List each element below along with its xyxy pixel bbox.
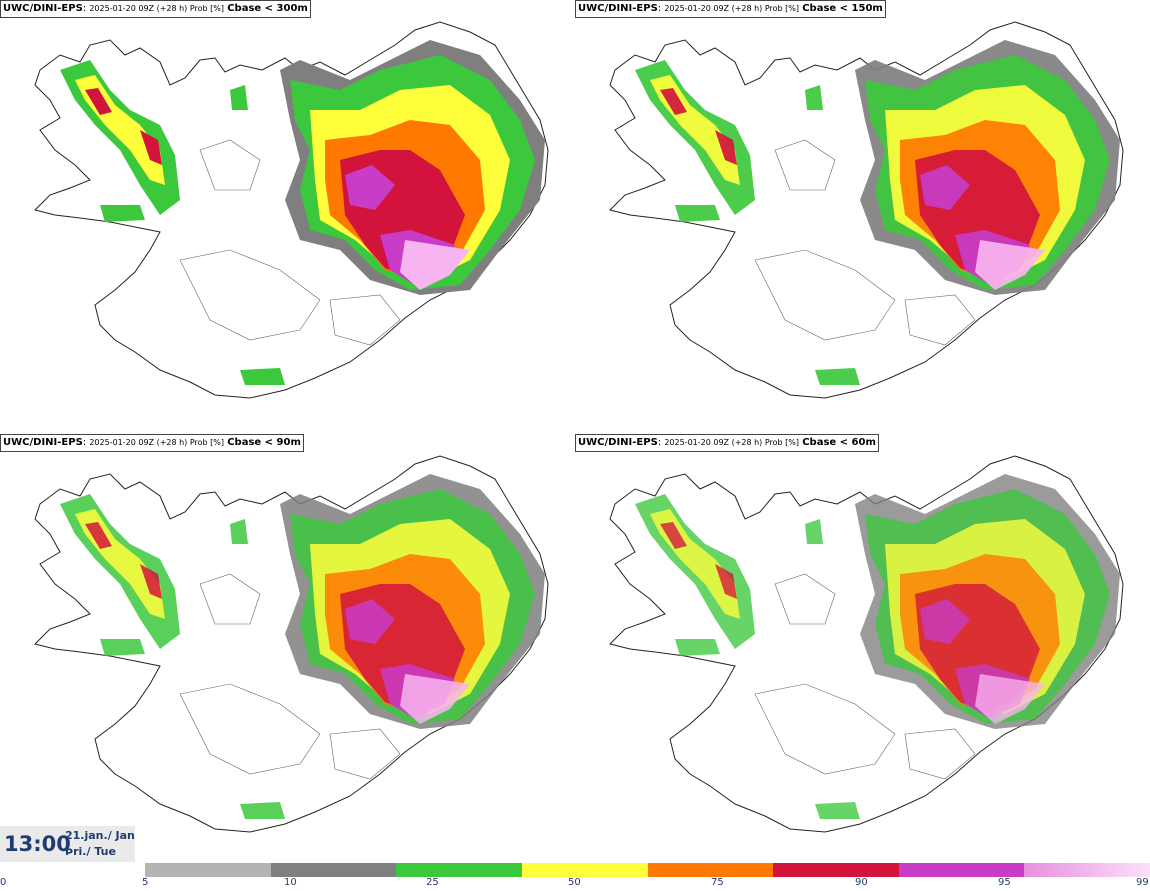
terrain-contour — [904, 728, 976, 780]
map-panel-300m: UWC/DINI-EPS: 2025-01-20 09Z (+28 h) Pro… — [0, 0, 570, 430]
terrain-contour — [329, 294, 401, 346]
terrain-contour — [754, 683, 896, 775]
terrain-contour — [754, 249, 896, 341]
panel-title: UWC/DINI-EPS: 2025-01-20 09Z (+28 h) Pro… — [575, 0, 886, 18]
variable-name: Cbase < 150m — [802, 3, 883, 14]
colorbar-segment — [521, 863, 648, 877]
colorbar-tick-label: 90 — [855, 877, 868, 888]
probability-area — [85, 88, 162, 165]
colorbar-tick-label: 95 — [998, 877, 1011, 888]
run-info: 2025-01-20 09Z (+28 h) Prob [%] — [664, 438, 800, 447]
valid-date: 21.jan./ Jan — [65, 829, 135, 842]
colorbar-tick-label: 50 — [568, 877, 581, 888]
terrain-contour — [329, 728, 401, 780]
iceland-map — [34, 21, 549, 399]
colorbar-tick-label: 0 — [0, 877, 7, 888]
map-panel-150m: UWC/DINI-EPS: 2025-01-20 09Z (+28 h) Pro… — [575, 0, 1145, 430]
colorbar-tick-label: 10 — [284, 877, 297, 888]
colorbar-tick-label: 5 — [142, 877, 149, 888]
probability-colorbar — [145, 863, 1150, 877]
panel-title: UWC/DINI-EPS: 2025-01-20 09Z (+28 h) Pro… — [0, 0, 311, 18]
colorbar-segment — [647, 863, 774, 877]
terrain-contour — [904, 294, 976, 346]
colorbar-tick-label: 99 — [1136, 877, 1149, 888]
panel-title: UWC/DINI-EPS: 2025-01-20 09Z (+28 h) Pro… — [0, 434, 304, 452]
terrain-contour — [199, 573, 261, 625]
model-name: UWC/DINI-EPS — [3, 3, 83, 14]
colorbar-tick-label: 75 — [711, 877, 724, 888]
iceland-map — [609, 21, 1124, 399]
probability-area — [400, 674, 470, 724]
colorbar-tick-label: 25 — [426, 877, 439, 888]
probability-area — [660, 522, 737, 599]
model-name: UWC/DINI-EPS — [578, 437, 658, 448]
valid-hour: 13:00 — [4, 832, 71, 856]
colorbar-segment — [1024, 863, 1150, 877]
run-info: 2025-01-20 09Z (+28 h) Prob [%] — [664, 4, 800, 13]
variable-name: Cbase < 300m — [227, 3, 308, 14]
terrain-contour — [179, 683, 321, 775]
variable-name: Cbase < 60m — [802, 437, 876, 448]
probability-area — [660, 88, 737, 165]
terrain-contour — [199, 139, 261, 191]
variable-name: Cbase < 90m — [227, 437, 301, 448]
valid-weekday: Þri./ Tue — [65, 845, 116, 858]
panel-title: UWC/DINI-EPS: 2025-01-20 09Z (+28 h) Pro… — [575, 434, 879, 452]
colorbar-segment — [396, 863, 522, 877]
model-name: UWC/DINI-EPS — [578, 3, 658, 14]
colorbar-segment — [773, 863, 899, 877]
map-panel-60m: UWC/DINI-EPS: 2025-01-20 09Z (+28 h) Pro… — [575, 434, 1145, 864]
probability-area — [975, 240, 1045, 290]
valid-time-box: 13:00 21.jan./ Jan Þri./ Tue — [0, 826, 135, 862]
run-info: 2025-01-20 09Z (+28 h) Prob [%] — [89, 4, 225, 13]
terrain-contour — [179, 249, 321, 341]
terrain-contour — [774, 573, 836, 625]
probability-area — [85, 522, 162, 599]
colorbar-segment — [145, 863, 271, 877]
probability-area — [975, 674, 1045, 724]
colorbar-segment — [270, 863, 397, 877]
iceland-map — [34, 455, 549, 833]
terrain-contour — [774, 139, 836, 191]
run-info: 2025-01-20 09Z (+28 h) Prob [%] — [89, 438, 225, 447]
colorbar-segment — [898, 863, 1025, 877]
model-name: UWC/DINI-EPS — [3, 437, 83, 448]
iceland-map — [609, 455, 1124, 833]
probability-area — [400, 240, 470, 290]
map-panel-90m: UWC/DINI-EPS: 2025-01-20 09Z (+28 h) Pro… — [0, 434, 570, 864]
